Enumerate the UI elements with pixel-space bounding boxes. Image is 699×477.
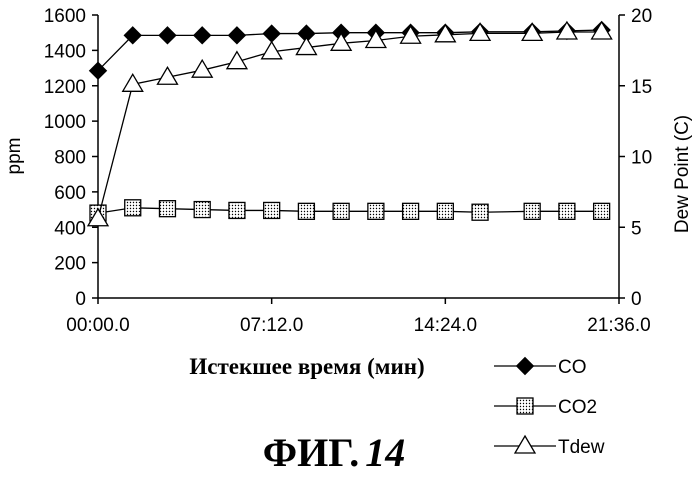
figure-caption-number: 14 <box>365 430 405 475</box>
left-tick-label: 800 <box>54 148 86 169</box>
left-y-ticks: 0 200 400 600 800 1000 1200 1400 1600 <box>44 6 98 310</box>
data-point-co <box>159 27 176 44</box>
legend-label: Tdew <box>558 437 605 458</box>
left-tick-label: 1400 <box>44 41 86 62</box>
data-point-co2 <box>559 203 575 219</box>
series-layer <box>88 22 612 226</box>
data-point-co <box>228 27 245 44</box>
legend-marker-co2 <box>517 398 533 414</box>
data-point-co <box>263 25 280 42</box>
left-axis-title: ppm <box>4 138 25 175</box>
data-point-co2 <box>194 202 210 218</box>
series-tdew <box>88 22 612 226</box>
right-tick-label: 0 <box>631 289 642 310</box>
data-point-co2 <box>333 203 349 219</box>
left-tick-label: 0 <box>75 289 86 310</box>
x-tick-label: 21:36.0 <box>587 315 650 336</box>
x-tick-label: 07:12.0 <box>240 315 303 336</box>
data-point-co2 <box>159 201 175 217</box>
right-axis-title: Dew Point (C) <box>672 115 693 233</box>
data-point-co2 <box>264 202 280 218</box>
left-tick-label: 1600 <box>44 6 86 27</box>
legend-item-co2: CO2 <box>494 397 597 418</box>
figure-caption-prefix: ФИГ. <box>263 430 359 475</box>
legend-label: CO2 <box>558 397 597 418</box>
x-tick-label: 00:00.0 <box>66 315 129 336</box>
data-point-co2 <box>125 200 141 216</box>
data-point-co2 <box>368 203 384 219</box>
right-tick-label: 15 <box>631 77 652 98</box>
left-tick-label: 1000 <box>44 112 86 133</box>
data-point-co2 <box>403 203 419 219</box>
right-tick-label: 20 <box>631 6 652 27</box>
plot-area <box>98 15 619 298</box>
x-axis-title: Истекшее время (мин) <box>189 354 424 379</box>
x-tick-label: 14:24.0 <box>414 315 477 336</box>
data-point-tdew <box>331 33 351 50</box>
data-point-co2 <box>472 204 488 220</box>
series-co2 <box>90 200 610 221</box>
data-point-co2 <box>229 202 245 218</box>
legend-label: CO <box>558 357 587 378</box>
legend-marker-co <box>517 358 534 375</box>
legend: CO CO2 Tdew <box>494 357 605 458</box>
legend-item-tdew: Tdew <box>494 436 605 458</box>
data-point-co2 <box>594 203 610 219</box>
x-ticks: 00:00.0 07:12.0 14:24.0 21:36.0 <box>66 298 650 336</box>
data-point-co2 <box>298 203 314 219</box>
data-point-co <box>194 27 211 44</box>
left-tick-label: 200 <box>54 254 86 275</box>
left-tick-label: 1200 <box>44 77 86 98</box>
right-y-ticks: 0 5 10 15 20 <box>619 6 652 310</box>
right-tick-label: 5 <box>631 218 642 239</box>
left-tick-label: 600 <box>54 183 86 204</box>
legend-item-co: CO <box>494 357 587 378</box>
figure-caption: ФИГ.14 <box>263 430 405 475</box>
left-tick-label: 400 <box>54 218 86 239</box>
right-tick-label: 10 <box>631 148 652 169</box>
series-line-tdew <box>98 32 602 219</box>
data-point-co2 <box>524 203 540 219</box>
data-point-co2 <box>437 203 453 219</box>
legend-marker-tdew <box>515 436 535 453</box>
